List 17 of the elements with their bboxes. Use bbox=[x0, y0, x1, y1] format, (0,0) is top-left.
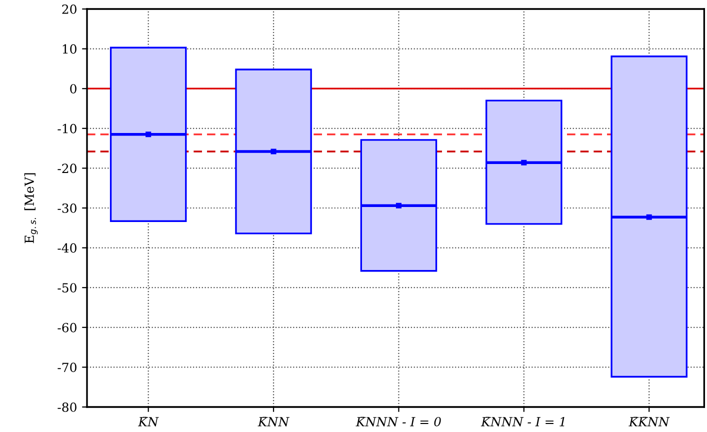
y-tick-label: -60 bbox=[58, 322, 76, 332]
x-tick-label: K̄NNN - I = 0 bbox=[356, 416, 441, 426]
y-tick-label: -50 bbox=[58, 283, 76, 293]
y-tick-label: -20 bbox=[58, 164, 76, 174]
y-tick-label: 20 bbox=[62, 4, 76, 14]
y-tick-label: -40 bbox=[58, 243, 76, 253]
x-tick-label: K̄N bbox=[138, 416, 159, 426]
y-tick-label: 0 bbox=[70, 84, 76, 94]
x-tick-label: K̄NN bbox=[258, 416, 290, 426]
x-tick-label: K̄NNN - I = 1 bbox=[480, 416, 564, 426]
y-tick-label: -10 bbox=[58, 124, 76, 134]
y-tick-label: -70 bbox=[58, 362, 76, 372]
y-tick-label: -30 bbox=[58, 203, 76, 213]
y-axis-title: E$_{g.s.}$ [MeV] bbox=[24, 173, 38, 244]
y-tick-label: -80 bbox=[58, 402, 76, 412]
y-tick-label: 10 bbox=[62, 44, 76, 54]
x-tick-label: K̄K̄NN bbox=[628, 416, 670, 426]
